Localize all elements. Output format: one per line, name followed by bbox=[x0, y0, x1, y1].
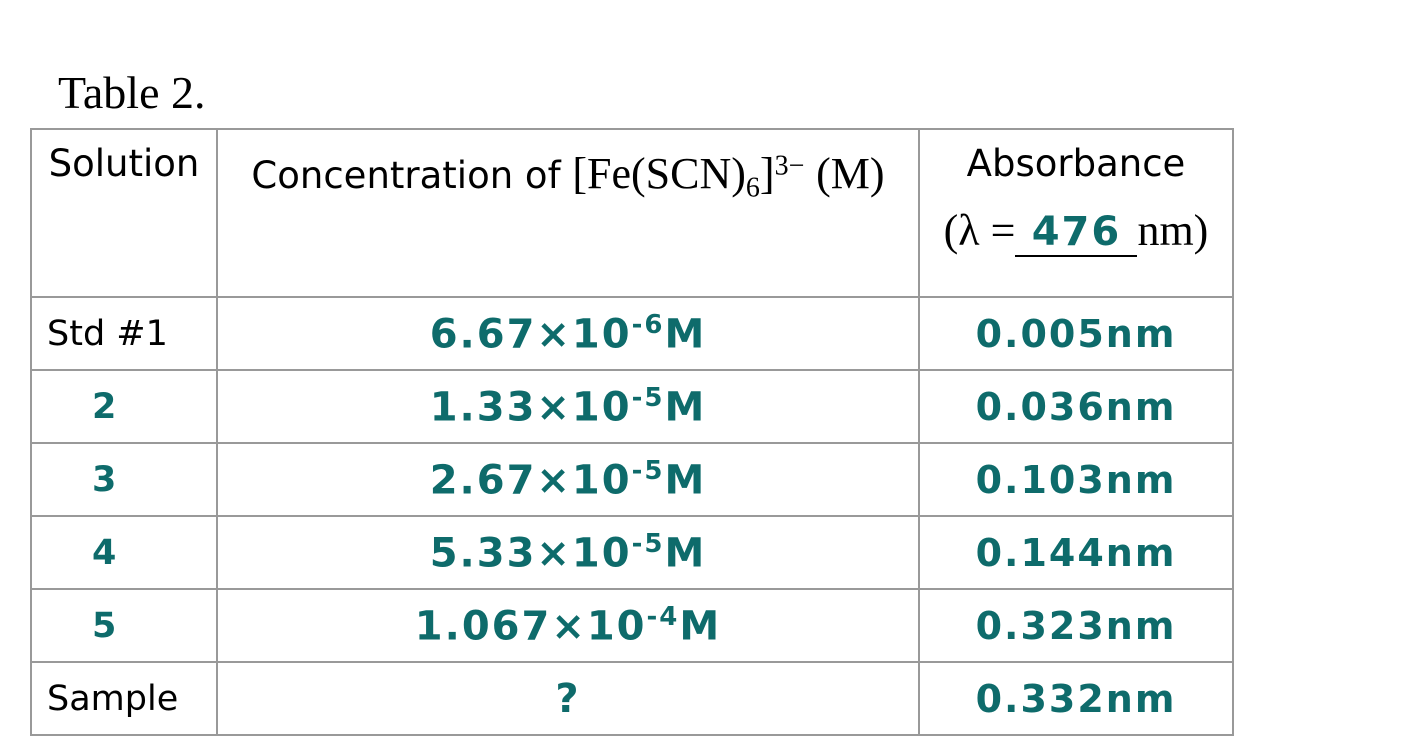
concentration-exponent: -6 bbox=[631, 309, 665, 340]
solution-cell: 5 bbox=[30, 588, 218, 663]
header-text: Concentration of bbox=[251, 154, 561, 197]
absorbance-cell: 0.332nm bbox=[918, 661, 1234, 736]
concentration-base: 6.67×10 bbox=[429, 311, 632, 358]
header-line: (λ = 476 nm) bbox=[920, 205, 1232, 257]
header-text: ] bbox=[759, 149, 775, 198]
table-row: 5 1.067×10-4M 0.323nm bbox=[30, 588, 1234, 663]
header-text: 6 bbox=[745, 172, 760, 204]
concentration-cell: 2.67×10-5M bbox=[216, 442, 920, 517]
concentration-unit: M bbox=[664, 457, 707, 504]
concentration-cell: ? bbox=[216, 661, 920, 736]
concentration-cell: 6.67×10-6M bbox=[216, 296, 920, 371]
header-text: nm) bbox=[1137, 206, 1209, 255]
absorbance-cell: 0.103nm bbox=[918, 442, 1234, 517]
solution: Sample bbox=[47, 678, 179, 719]
absorbance-cell: 0.005nm bbox=[918, 296, 1234, 371]
table-row: Std #1 6.67×10-6M 0.005nm bbox=[30, 296, 1234, 371]
absorbance-cell: 0.323nm bbox=[918, 588, 1234, 663]
absorbance: 0.103nm bbox=[975, 457, 1177, 502]
solution: Std #1 bbox=[47, 313, 168, 354]
concentration-cell: 1.067×10-4M bbox=[216, 588, 920, 663]
solution-cell: 3 bbox=[30, 442, 218, 517]
header-text: Absorbance bbox=[966, 142, 1186, 185]
solution: 4 bbox=[92, 532, 119, 573]
concentration-base: 1.33×10 bbox=[429, 384, 632, 431]
table-title: Table 2. bbox=[58, 67, 206, 118]
table-row: 4 5.33×10-5M 0.144nm bbox=[30, 515, 1234, 590]
header-cell: Concentration of [Fe(SCN)6]3− (M) bbox=[216, 128, 920, 298]
solution: 3 bbox=[92, 459, 119, 500]
header-text: (M) bbox=[816, 149, 885, 198]
solution-cell: 2 bbox=[30, 369, 218, 444]
concentration-base: 2.67×10 bbox=[429, 457, 632, 504]
data-table: Solution Concentration of [Fe(SCN)6]3− (… bbox=[30, 128, 1234, 736]
absorbance: 0.323nm bbox=[975, 603, 1177, 648]
concentration-exponent: -4 bbox=[646, 601, 680, 632]
absorbance: 0.332nm bbox=[975, 676, 1177, 721]
solution-cell: Sample bbox=[30, 661, 218, 736]
table-row: 3 2.67×10-5M 0.103nm bbox=[30, 442, 1234, 517]
concentration-exponent: -5 bbox=[631, 382, 665, 413]
solution: 2 bbox=[92, 386, 119, 427]
concentration-unit: M bbox=[679, 603, 722, 650]
table-row: 2 1.33×10-5M 0.036nm bbox=[30, 369, 1234, 444]
concentration-exponent: -5 bbox=[631, 528, 665, 559]
concentration-exponent: -5 bbox=[631, 455, 665, 486]
header-cell: Absorbance (λ = 476 nm) bbox=[918, 128, 1234, 298]
concentration-unit: M bbox=[664, 530, 707, 577]
concentration-unit: M bbox=[664, 311, 707, 358]
wavelength: 476 bbox=[1015, 209, 1138, 257]
concentration-base: 1.067×10 bbox=[414, 603, 647, 650]
concentration-cell: 1.33×10-5M bbox=[216, 369, 920, 444]
header-cell: Solution bbox=[30, 128, 218, 298]
concentration-cell: 5.33×10-5M bbox=[216, 515, 920, 590]
absorbance: 0.036nm bbox=[975, 384, 1177, 429]
concentration-base: 5.33×10 bbox=[429, 530, 632, 577]
header-text: Solution bbox=[48, 142, 200, 185]
header-text: (λ = bbox=[943, 206, 1016, 255]
table-row: Sample? 0.332nm bbox=[30, 661, 1234, 736]
concentration-base: ? bbox=[555, 675, 581, 722]
solution-cell: Std #1 bbox=[30, 296, 218, 371]
header-text: [Fe(SCN) bbox=[572, 149, 746, 198]
absorbance-cell: 0.144nm bbox=[918, 515, 1234, 590]
header-row: Solution Concentration of [Fe(SCN)6]3− (… bbox=[30, 128, 1234, 298]
concentration-unit: M bbox=[664, 384, 707, 431]
absorbance-cell: 0.036nm bbox=[918, 369, 1234, 444]
table-body: Std #1 6.67×10-6M 0.005nm 2 1.33×10-5M 0.036n… bbox=[30, 296, 1234, 736]
absorbance: 0.144nm bbox=[975, 530, 1177, 575]
solution: 5 bbox=[92, 605, 119, 646]
absorbance: 0.005nm bbox=[975, 311, 1177, 356]
solution-cell: 4 bbox=[30, 515, 218, 590]
header-text: 3− bbox=[774, 150, 805, 182]
